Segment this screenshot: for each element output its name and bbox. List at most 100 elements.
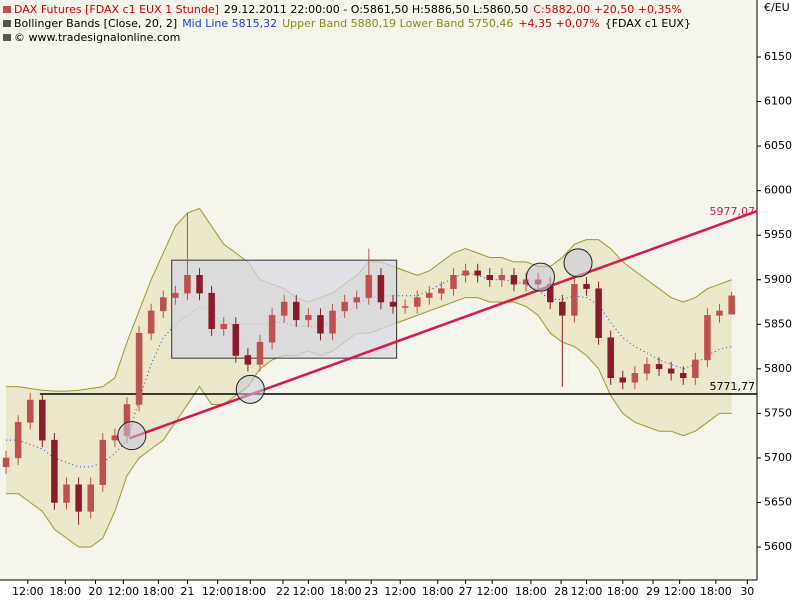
candle-body — [595, 288, 602, 338]
y-tick-label: 5700 — [764, 451, 792, 464]
candle-body — [486, 275, 494, 281]
candle-body — [607, 337, 614, 379]
candle-body — [220, 324, 227, 330]
x-tick-label: 12:00 — [476, 585, 508, 598]
legend-line: Bollinger Bands [Close, 20, 2] Mid Line 5… — [14, 17, 691, 30]
candle-body — [413, 297, 421, 307]
candle-body — [474, 270, 481, 276]
x-tick-label: 21 — [180, 585, 194, 598]
candle-body — [293, 301, 300, 321]
legend-item: DAX Futures [FDAX c1 EUX 1 Stunde] — [14, 3, 219, 16]
x-tick-label: 12:00 — [664, 585, 696, 598]
y-tick-label: 5900 — [764, 273, 792, 286]
x-tick-label: 12:00 — [107, 585, 139, 598]
candle-body — [256, 341, 264, 365]
candle-body — [147, 310, 155, 334]
x-tick-label: 30 — [740, 585, 754, 598]
x-tick-label: 12:00 — [571, 585, 603, 598]
legend-icon — [3, 20, 11, 27]
candle-body — [631, 373, 639, 383]
candle-body — [716, 310, 723, 316]
candle-body — [679, 373, 687, 379]
horizontal-line-label: 5771,77 — [710, 380, 756, 393]
candle-body — [571, 283, 578, 316]
candle-body — [389, 301, 397, 307]
x-tick-label: 18:00 — [143, 585, 175, 598]
x-tick-label: 18:00 — [234, 585, 266, 598]
candle-body — [450, 275, 457, 289]
candle-body — [184, 275, 191, 294]
x-tick-label: 12:00 — [293, 585, 325, 598]
x-tick-label: 12:00 — [384, 585, 416, 598]
candle-body — [244, 355, 252, 365]
candle-body — [87, 484, 94, 512]
candle-body — [135, 332, 143, 405]
legend-item: Mid Line 5815,32 — [182, 17, 277, 30]
annotation-circle — [117, 421, 147, 451]
trend-line-label: 5977,07 — [710, 205, 756, 218]
x-tick-label: 22 — [276, 585, 290, 598]
y-tick-label: 5750 — [764, 406, 792, 419]
legend-line: DAX Futures [FDAX c1 EUX 1 Stunde] 29.12.… — [14, 3, 682, 16]
legend-item: C:5882,00 +20,50 +0,35% — [533, 3, 682, 16]
candle-body — [401, 306, 409, 308]
y-unit: €/EU — [764, 1, 790, 14]
x-tick-label: 18:00 — [607, 585, 639, 598]
x-tick-label: 23 — [364, 585, 378, 598]
y-tick-label: 6050 — [764, 139, 792, 152]
y-tick-label: 6100 — [764, 95, 792, 108]
legend-item: +4,35 +0,07% — [518, 17, 599, 30]
candle-body — [728, 295, 735, 315]
candle-body — [643, 364, 651, 374]
y-tick-label: 5950 — [764, 228, 792, 241]
candle-body — [172, 292, 179, 298]
candle-body — [692, 359, 699, 379]
y-tick-label: 5600 — [764, 540, 792, 553]
candle-body — [353, 297, 360, 303]
candle-body — [619, 377, 627, 383]
legend-icon — [3, 6, 11, 13]
x-tick-label: 28 — [554, 585, 568, 598]
y-tick-label: 6000 — [764, 184, 792, 197]
candle-body — [208, 292, 215, 330]
candle-body — [196, 275, 203, 294]
candle-body — [317, 315, 324, 334]
candle-body — [39, 399, 46, 441]
legend-icon — [3, 34, 11, 41]
y-tick-label: 5800 — [764, 362, 792, 375]
x-tick-label: 20 — [89, 585, 103, 598]
candle-body — [232, 324, 240, 356]
candle-body — [51, 439, 58, 503]
candle-body — [341, 301, 348, 312]
candle-body — [2, 457, 10, 468]
candle-body — [111, 435, 119, 441]
x-tick-label: 18:00 — [700, 585, 732, 598]
legend-item: 29.12.2011 22:00:00 - O:5861,50 H:5886,5… — [224, 3, 528, 16]
candle-body — [305, 315, 312, 321]
candle-body — [280, 301, 288, 316]
candle-body — [329, 310, 336, 334]
candle-body — [268, 315, 276, 343]
x-tick-label: 18:00 — [515, 585, 547, 598]
legend-item: Bollinger Bands [Close, 20, 2] — [14, 17, 177, 30]
candle-body — [26, 399, 34, 423]
candle-body — [377, 275, 385, 303]
annotation-circle — [526, 262, 556, 292]
annotation-circle — [235, 374, 265, 404]
candle-body — [14, 422, 22, 459]
x-tick-label: 29 — [646, 585, 660, 598]
x-tick-label: 18:00 — [49, 585, 81, 598]
x-tick-label: 12:00 — [12, 585, 44, 598]
candle-body — [462, 270, 469, 276]
candle-body — [438, 288, 445, 294]
x-tick-label: 18:00 — [422, 585, 454, 598]
y-tick-label: 5650 — [764, 495, 792, 508]
legend-item: Upper Band 5880,19 Lower Band 5750,46 — [282, 17, 513, 30]
x-tick-label: 18:00 — [330, 585, 362, 598]
y-tick-label: 5850 — [764, 317, 792, 330]
candle-body — [75, 484, 82, 512]
candle-body — [99, 439, 107, 485]
candle-body — [655, 364, 663, 370]
